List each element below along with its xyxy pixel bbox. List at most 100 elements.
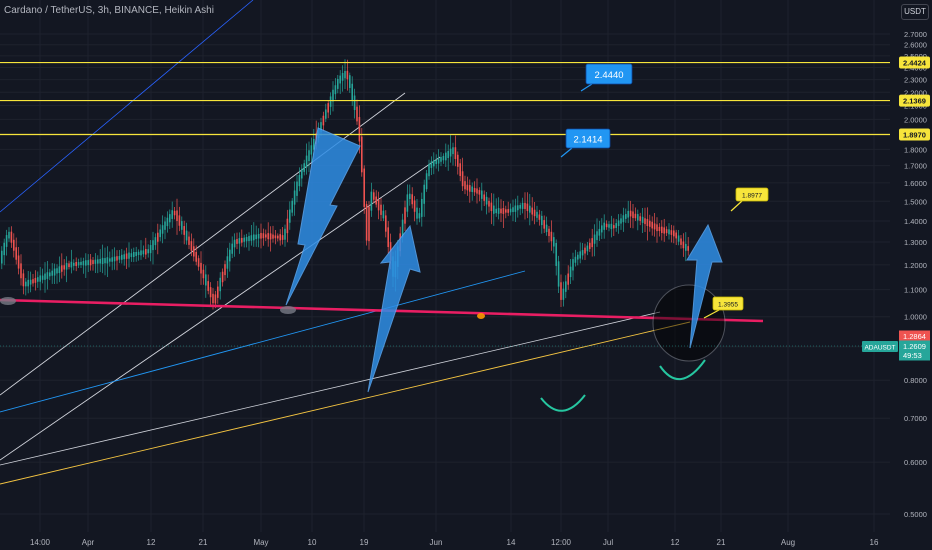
y-tick-label: 2.5000 [904, 52, 927, 61]
candle-body [675, 232, 677, 239]
y-tick-label: 2.6000 [904, 41, 927, 50]
yellow-support-line [0, 321, 691, 485]
candle-body [469, 185, 471, 192]
callout-box[interactable] [565, 128, 611, 149]
candle-body [442, 155, 445, 161]
candle-body [613, 225, 615, 229]
time-axis-background [0, 532, 932, 550]
candle-body [169, 214, 171, 223]
candle-body [221, 271, 224, 283]
candle-body [327, 103, 329, 113]
y-tick-label: 0.5000 [904, 510, 927, 519]
candle-body [20, 263, 22, 279]
candle-body [195, 252, 197, 262]
candle-body [387, 227, 389, 248]
candle-body [368, 206, 370, 242]
candle-body [553, 237, 555, 247]
callout-pointer [730, 200, 743, 212]
candle-body [466, 184, 469, 191]
candle-body [101, 257, 104, 265]
candle-body [17, 255, 20, 269]
candle-body [51, 270, 53, 276]
candle-body [279, 234, 281, 241]
candle-body [351, 83, 353, 101]
candle-body [481, 190, 483, 199]
price-axis[interactable]: 2.70002.60002.50002.40002.30002.20002.10… [899, 30, 930, 519]
candle-body [649, 220, 651, 227]
currency-unit[interactable]: USDT [901, 4, 929, 20]
candle-body [229, 249, 231, 262]
candle-body [80, 261, 82, 266]
y-tick-label: 1.2000 [904, 261, 927, 270]
candle-body [202, 269, 205, 279]
candle-body [325, 109, 327, 119]
candle-body [562, 288, 565, 300]
candle-body [418, 213, 421, 219]
candle-body [459, 163, 461, 176]
y-tick-label: 1.8000 [904, 145, 927, 154]
candle-body [329, 96, 332, 107]
y-tick-label: 0.6000 [904, 458, 927, 467]
candle-body [231, 243, 233, 254]
callout-box[interactable] [735, 187, 769, 202]
candle-body [365, 204, 368, 241]
candle-body [46, 272, 49, 279]
candle-body [344, 71, 346, 79]
candle-body [75, 262, 77, 267]
callout-box[interactable] [712, 296, 744, 311]
time-axis[interactable]: 14:00 Apr 12 21 May 10 19 Jun 14 12:00 Jul 12 21 Aug 1… [30, 538, 879, 547]
x-tick-label: 21 [717, 538, 726, 547]
candle-body [164, 221, 166, 230]
y-tick-label: 0.8000 [904, 376, 927, 385]
candle-body [353, 95, 356, 111]
candle-body [147, 249, 149, 254]
candle-body [341, 73, 344, 81]
x-tick-label: 14:00 [30, 538, 51, 547]
candle-body [5, 235, 8, 247]
candle-body [545, 224, 548, 233]
marker-mid [280, 306, 296, 314]
candle-body [224, 264, 226, 276]
candle-body [565, 281, 567, 292]
x-tick-label: 12:00 [551, 538, 572, 547]
candle-body [121, 254, 123, 260]
candle-body [519, 205, 521, 209]
candle-body [538, 214, 541, 220]
candle-body [406, 194, 409, 212]
arrow-3 [686, 223, 723, 349]
callout-box[interactable] [585, 63, 633, 85]
candle-body [320, 122, 322, 133]
candle-body [281, 235, 284, 240]
candle-body [104, 258, 106, 264]
x-tick-label: Jun [430, 538, 443, 547]
candle-body [53, 268, 56, 276]
candle-body [529, 205, 531, 213]
candle-body [260, 232, 262, 239]
candle-body [661, 226, 663, 233]
candle-body [457, 154, 459, 167]
candle-body [248, 236, 250, 242]
candle-body [483, 194, 485, 201]
candle-body [596, 231, 598, 241]
y-tick-label: 1.6000 [904, 179, 927, 188]
candle-body [377, 199, 380, 211]
candle-body [337, 78, 339, 89]
candle-body [250, 235, 253, 241]
price-tag-label: 49:53 [903, 351, 922, 360]
candle-body [269, 233, 272, 240]
candle-body [639, 216, 641, 221]
candle-body [116, 256, 118, 261]
candle-body [212, 293, 214, 304]
candle-body [490, 202, 493, 212]
level-tag-label: 1.8970 [903, 130, 926, 139]
candle-body [87, 260, 89, 266]
x-tick-label: Aug [781, 538, 795, 547]
x-tick-label: 21 [199, 538, 208, 547]
candle-body [574, 256, 577, 263]
candle-body [677, 235, 680, 242]
candle-body [301, 168, 303, 179]
candle-body [145, 249, 147, 255]
candle-body [346, 70, 349, 80]
